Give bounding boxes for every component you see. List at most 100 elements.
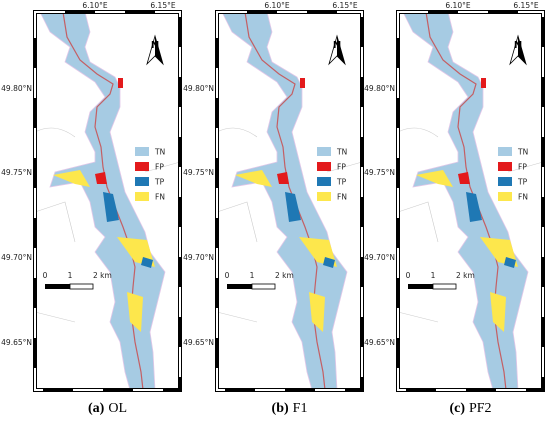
fp-patch [481,78,486,88]
legend-swatch [498,177,512,186]
legend-label: TN [154,148,165,157]
north-label: N [514,40,522,51]
legend-label: FP [155,163,164,172]
fp-patch [277,172,289,184]
scale-label: 1 [250,271,255,280]
caption-name: F1 [293,401,308,416]
lon-label: 6.10°E [445,1,470,10]
legend-swatch [317,192,331,201]
caption-name: PF2 [469,401,492,416]
panel-caption: (c) PF2 [449,401,491,416]
lon-label: 6.15°E [332,1,357,10]
caption-tag: (a) [88,401,105,416]
scale-label: 2 km [275,271,294,280]
north-arrow-half [155,36,163,64]
caption-tag: (c) [449,401,465,416]
legend-swatch [135,192,149,201]
legend-label: TP [336,178,347,187]
scale-label: 1 [431,271,436,280]
lat-label: 49.75°N [364,168,395,177]
legend-swatch [135,177,149,186]
north-arrow-half [518,36,526,64]
scale-label: 2 km [456,271,475,280]
lat-label: 49.70°N [1,253,32,262]
legend-swatch [135,147,149,156]
panel-caption: (a) OL [88,401,127,416]
lon-label: 6.15°E [150,1,175,10]
tp-patch [504,257,516,268]
tp-patch [323,257,335,268]
lat-label: 49.75°N [1,168,32,177]
frame-ticks [216,11,363,391]
tp-patch [103,192,119,222]
legend-swatch [498,162,512,171]
lat-label: 49.65°N [183,338,214,347]
fp-patch [95,172,107,184]
lon-label: 6.10°E [82,1,107,10]
lat-label: 49.75°N [183,168,214,177]
caption-name: OL [108,401,127,416]
frame-ticks [34,11,181,391]
caption-tag: (b) [272,401,289,416]
legend-swatch [498,147,512,156]
north-label: N [151,40,159,51]
north-label: N [333,40,341,51]
legend-label: FP [518,163,527,172]
legend-label: TN [517,148,528,157]
scale-bar-black [227,284,252,289]
scale-bar-black [45,284,70,289]
fn-patch [235,170,272,187]
legend-label: TP [154,178,165,187]
lat-label: 49.65°N [1,338,32,347]
scale-bar-black [408,284,433,289]
lat-label: 49.80°N [183,84,214,93]
legend-label: FP [337,163,346,172]
scale-label: 0 [43,271,48,280]
fn-patch [127,292,143,332]
map-panel: N TN FP TP FN 0 1 2 km [33,10,182,392]
lon-label: 6.15°E [513,1,538,10]
road [34,127,181,323]
road [397,127,544,323]
lat-label: 49.80°N [1,84,32,93]
fp-patch [300,78,305,88]
legend-swatch [317,177,331,186]
scale-bar-white [251,283,276,290]
lat-label: 49.80°N [364,84,395,93]
legend-swatch [317,147,331,156]
panel-caption: (b) F1 [272,401,308,416]
legend-label: TN [336,148,347,157]
north-arrow-half [337,36,345,64]
fn-patch [309,292,325,332]
map-panel: N TN FP TP FN 0 1 2 km [396,10,545,392]
tp-patch [141,257,153,268]
fn-patch [53,170,90,187]
lon-label: 6.10°E [264,1,289,10]
legend-swatch [317,162,331,171]
fn-patch [416,170,453,187]
fp-patch [458,172,470,184]
lat-label: 49.65°N [364,338,395,347]
scale-label: 2 km [93,271,112,280]
frame-ticks [397,11,544,391]
legend-swatch [498,192,512,201]
scale-bar-white [432,283,457,290]
road [216,127,363,323]
fn-patch [490,292,506,332]
scale-label: 0 [225,271,230,280]
scale-label: 1 [68,271,73,280]
lat-label: 49.70°N [364,253,395,262]
legend-label: FN [155,193,165,202]
scale-label: 0 [406,271,411,280]
tp-patch [466,192,482,222]
lat-label: 49.70°N [183,253,214,262]
legend-swatch [135,162,149,171]
fp-patch [118,78,123,88]
legend-label: TP [517,178,528,187]
legend-label: FN [518,193,528,202]
scale-bar-white [69,283,94,290]
map-panel: N TN FP TP FN 0 1 2 km [215,10,364,392]
legend-label: FN [337,193,347,202]
tp-patch [285,192,301,222]
